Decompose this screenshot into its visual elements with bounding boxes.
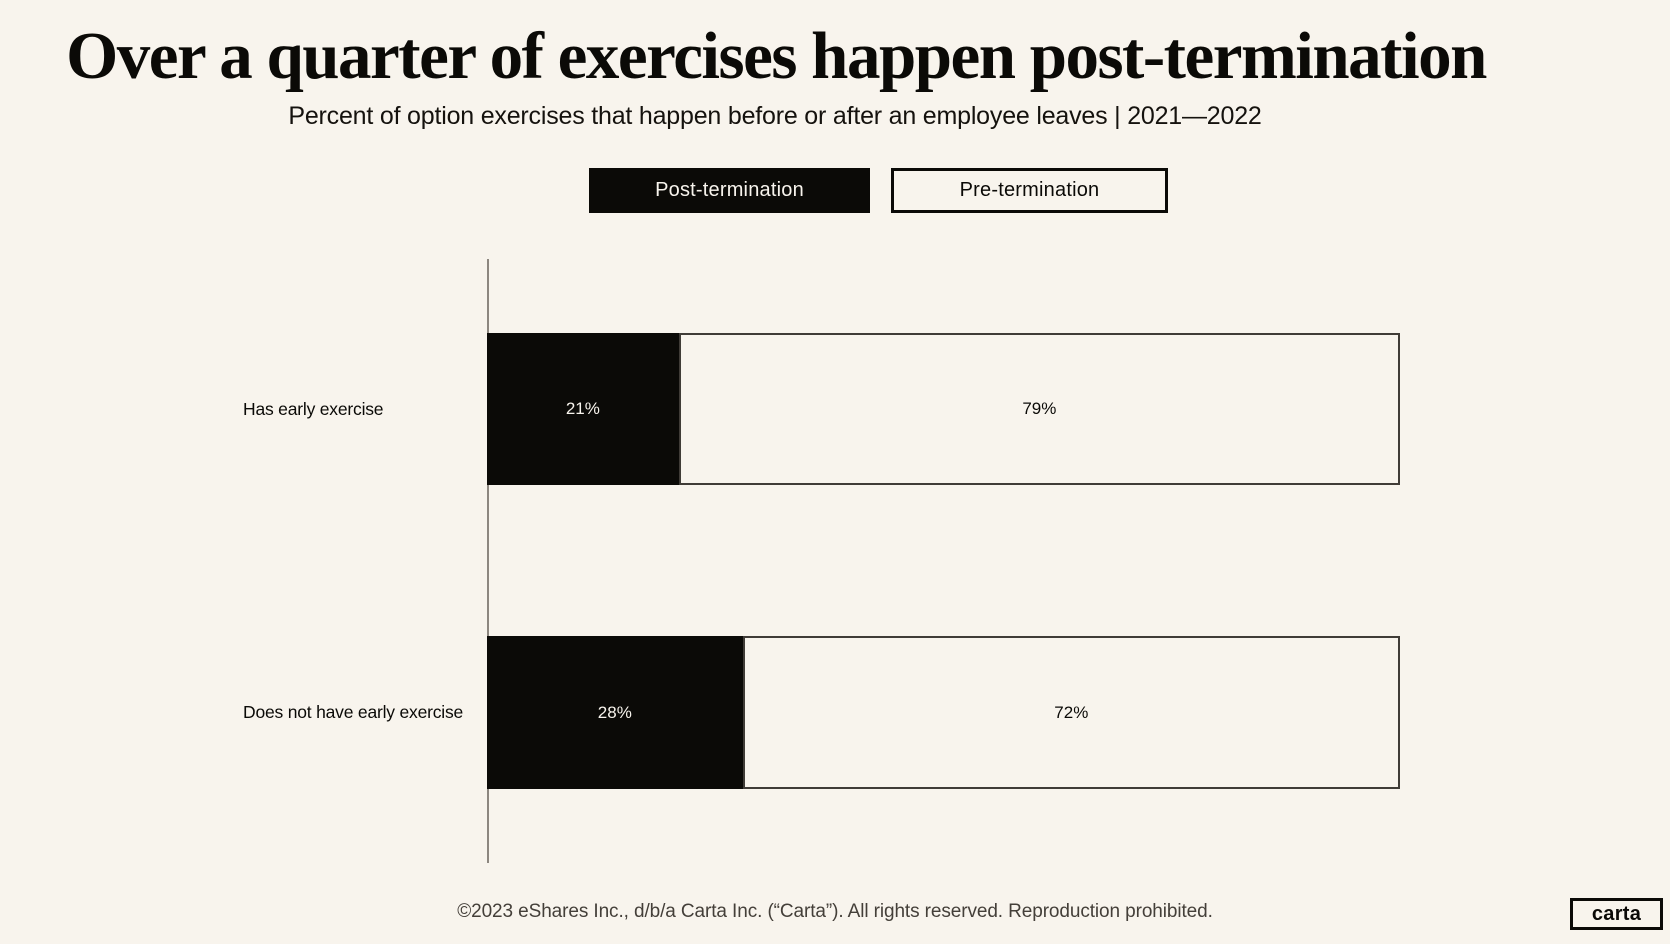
carta-logo: carta: [1570, 898, 1663, 930]
legend-label: Pre-termination: [959, 179, 1100, 201]
bar-segment-pre-termination: 72%: [742, 636, 1400, 789]
bar-segment-post-termination: 28%: [487, 636, 743, 789]
bar-value-label: 72%: [1054, 702, 1089, 722]
category-label-has-early-exercise: Has early exercise: [243, 398, 384, 419]
legend-item-pre-termination[interactable]: Pre-termination: [891, 168, 1168, 213]
legend-label: Post-termination: [655, 179, 804, 201]
legend: Post-termination Pre-termination: [589, 168, 1168, 213]
bar-value-label: 79%: [1022, 399, 1057, 418]
bar-segment-post-termination: 21%: [487, 333, 679, 485]
copyright-text: ©2023 eShares Inc., d/b/a Carta Inc. (“C…: [457, 901, 1213, 922]
bar-segment-pre-termination: 79%: [678, 333, 1400, 485]
chart-title: Over a quarter of exercises happen post-…: [66, 19, 1487, 93]
category-label-does-not-have-early-exercise: Does not have early exercise: [243, 702, 464, 722]
bar-value-label: 21%: [565, 399, 600, 418]
y-axis-line: [487, 259, 489, 863]
carta-logo-text: carta: [1591, 902, 1642, 925]
bar-value-label: 28%: [597, 702, 632, 722]
chart-subtitle: Percent of option exercises that happen …: [288, 102, 1262, 130]
bar-has-early-exercise: 21% 79%: [487, 333, 1400, 485]
bar-does-not-have-early-exercise: 28% 72%: [487, 636, 1400, 789]
legend-item-post-termination[interactable]: Post-termination: [589, 168, 870, 213]
